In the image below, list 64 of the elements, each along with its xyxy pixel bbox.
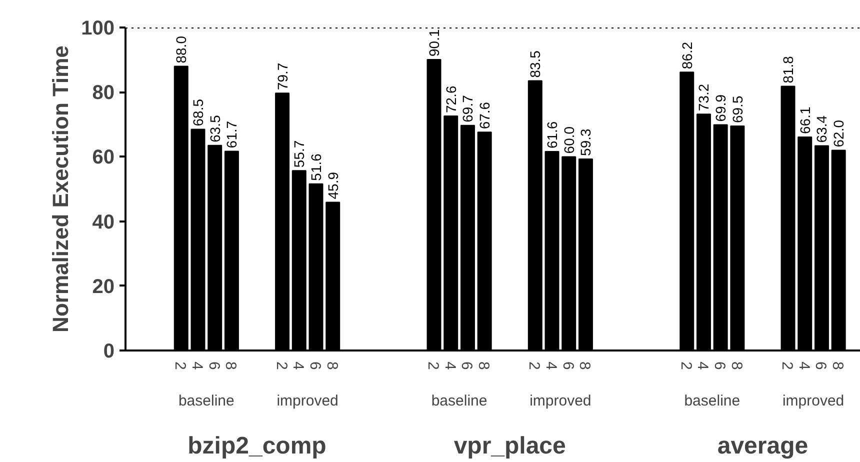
y-tick-label: 100 bbox=[81, 18, 115, 40]
x-tick-label: 6 bbox=[711, 362, 728, 370]
data-label: 69.7 bbox=[460, 94, 476, 122]
x-tick-label: 6 bbox=[306, 362, 324, 370]
text: baseline bbox=[431, 392, 488, 410]
x-tick-label: 6 bbox=[458, 362, 476, 370]
y-tick-label: 80 bbox=[92, 82, 115, 104]
data-label: 69.9 bbox=[712, 94, 729, 122]
text: average bbox=[717, 432, 808, 460]
y-tick-label: 0 bbox=[103, 340, 114, 362]
data-label: 88.0 bbox=[173, 36, 190, 64]
x-tick-label: 2 bbox=[778, 362, 796, 370]
data-label: 67.6 bbox=[476, 102, 493, 130]
y-tick-label: 60 bbox=[92, 146, 115, 169]
x-tick-label: 2 bbox=[677, 362, 694, 370]
text: improved bbox=[782, 392, 844, 410]
x-tick-label: 8 bbox=[222, 362, 240, 370]
x-tick-label: 4 bbox=[290, 362, 307, 370]
x-tick-label: 4 bbox=[188, 362, 206, 370]
x-tick-label: 2 bbox=[526, 362, 543, 370]
x-tick-label: 8 bbox=[829, 362, 846, 370]
data-label: 79.7 bbox=[274, 62, 290, 90]
data-label: 63.4 bbox=[814, 115, 830, 143]
x-tick-label: 8 bbox=[323, 362, 340, 370]
x-tick-label: 4 bbox=[694, 362, 712, 370]
x-tick-label: 6 bbox=[812, 362, 830, 370]
x-tick-label: 6 bbox=[559, 362, 576, 370]
data-label: 68.5 bbox=[190, 98, 206, 126]
text: improved bbox=[276, 392, 338, 410]
text: vpr_place bbox=[454, 432, 566, 460]
x-tick-label: 2 bbox=[172, 362, 189, 370]
x-tick-label: 4 bbox=[542, 362, 560, 370]
data-label: 66.1 bbox=[796, 106, 813, 134]
text: baseline bbox=[178, 392, 234, 410]
data-label: 51.6 bbox=[308, 153, 324, 181]
data-label: 90.1 bbox=[426, 29, 442, 56]
data-label: 81.8 bbox=[780, 56, 796, 84]
data-label: 63.5 bbox=[206, 114, 223, 142]
x-tick-label: 2 bbox=[424, 362, 442, 370]
data-label: 55.7 bbox=[291, 140, 308, 168]
data-label: 83.5 bbox=[527, 50, 544, 78]
data-label: 73.2 bbox=[696, 84, 712, 112]
text: bzip2_comp bbox=[188, 432, 326, 460]
y-tick-label: 20 bbox=[92, 276, 115, 298]
data-label: 45.9 bbox=[324, 172, 341, 200]
y-tick-label: 40 bbox=[92, 211, 115, 234]
x-tick-label: 4 bbox=[795, 362, 812, 370]
x-tick-label: 8 bbox=[576, 362, 594, 370]
x-tick-label: 2 bbox=[272, 362, 290, 370]
x-tick-label: 6 bbox=[205, 362, 222, 370]
data-label: 86.2 bbox=[678, 42, 695, 70]
text: baseline bbox=[684, 392, 740, 410]
data-label: 60.0 bbox=[560, 126, 577, 154]
data-label: 61.6 bbox=[544, 121, 560, 149]
y-axis-title: Normalized Execution Time bbox=[48, 46, 74, 332]
data-label: 72.6 bbox=[442, 86, 459, 113]
text: improved bbox=[530, 392, 592, 410]
data-label: 59.3 bbox=[578, 128, 594, 156]
x-tick-label: 4 bbox=[441, 362, 458, 370]
data-label: 62.0 bbox=[830, 120, 847, 148]
x-tick-label: 8 bbox=[728, 362, 745, 370]
x-tick-label: 8 bbox=[475, 362, 492, 370]
data-label: 61.7 bbox=[224, 120, 240, 148]
data-label: 69.5 bbox=[729, 96, 746, 124]
